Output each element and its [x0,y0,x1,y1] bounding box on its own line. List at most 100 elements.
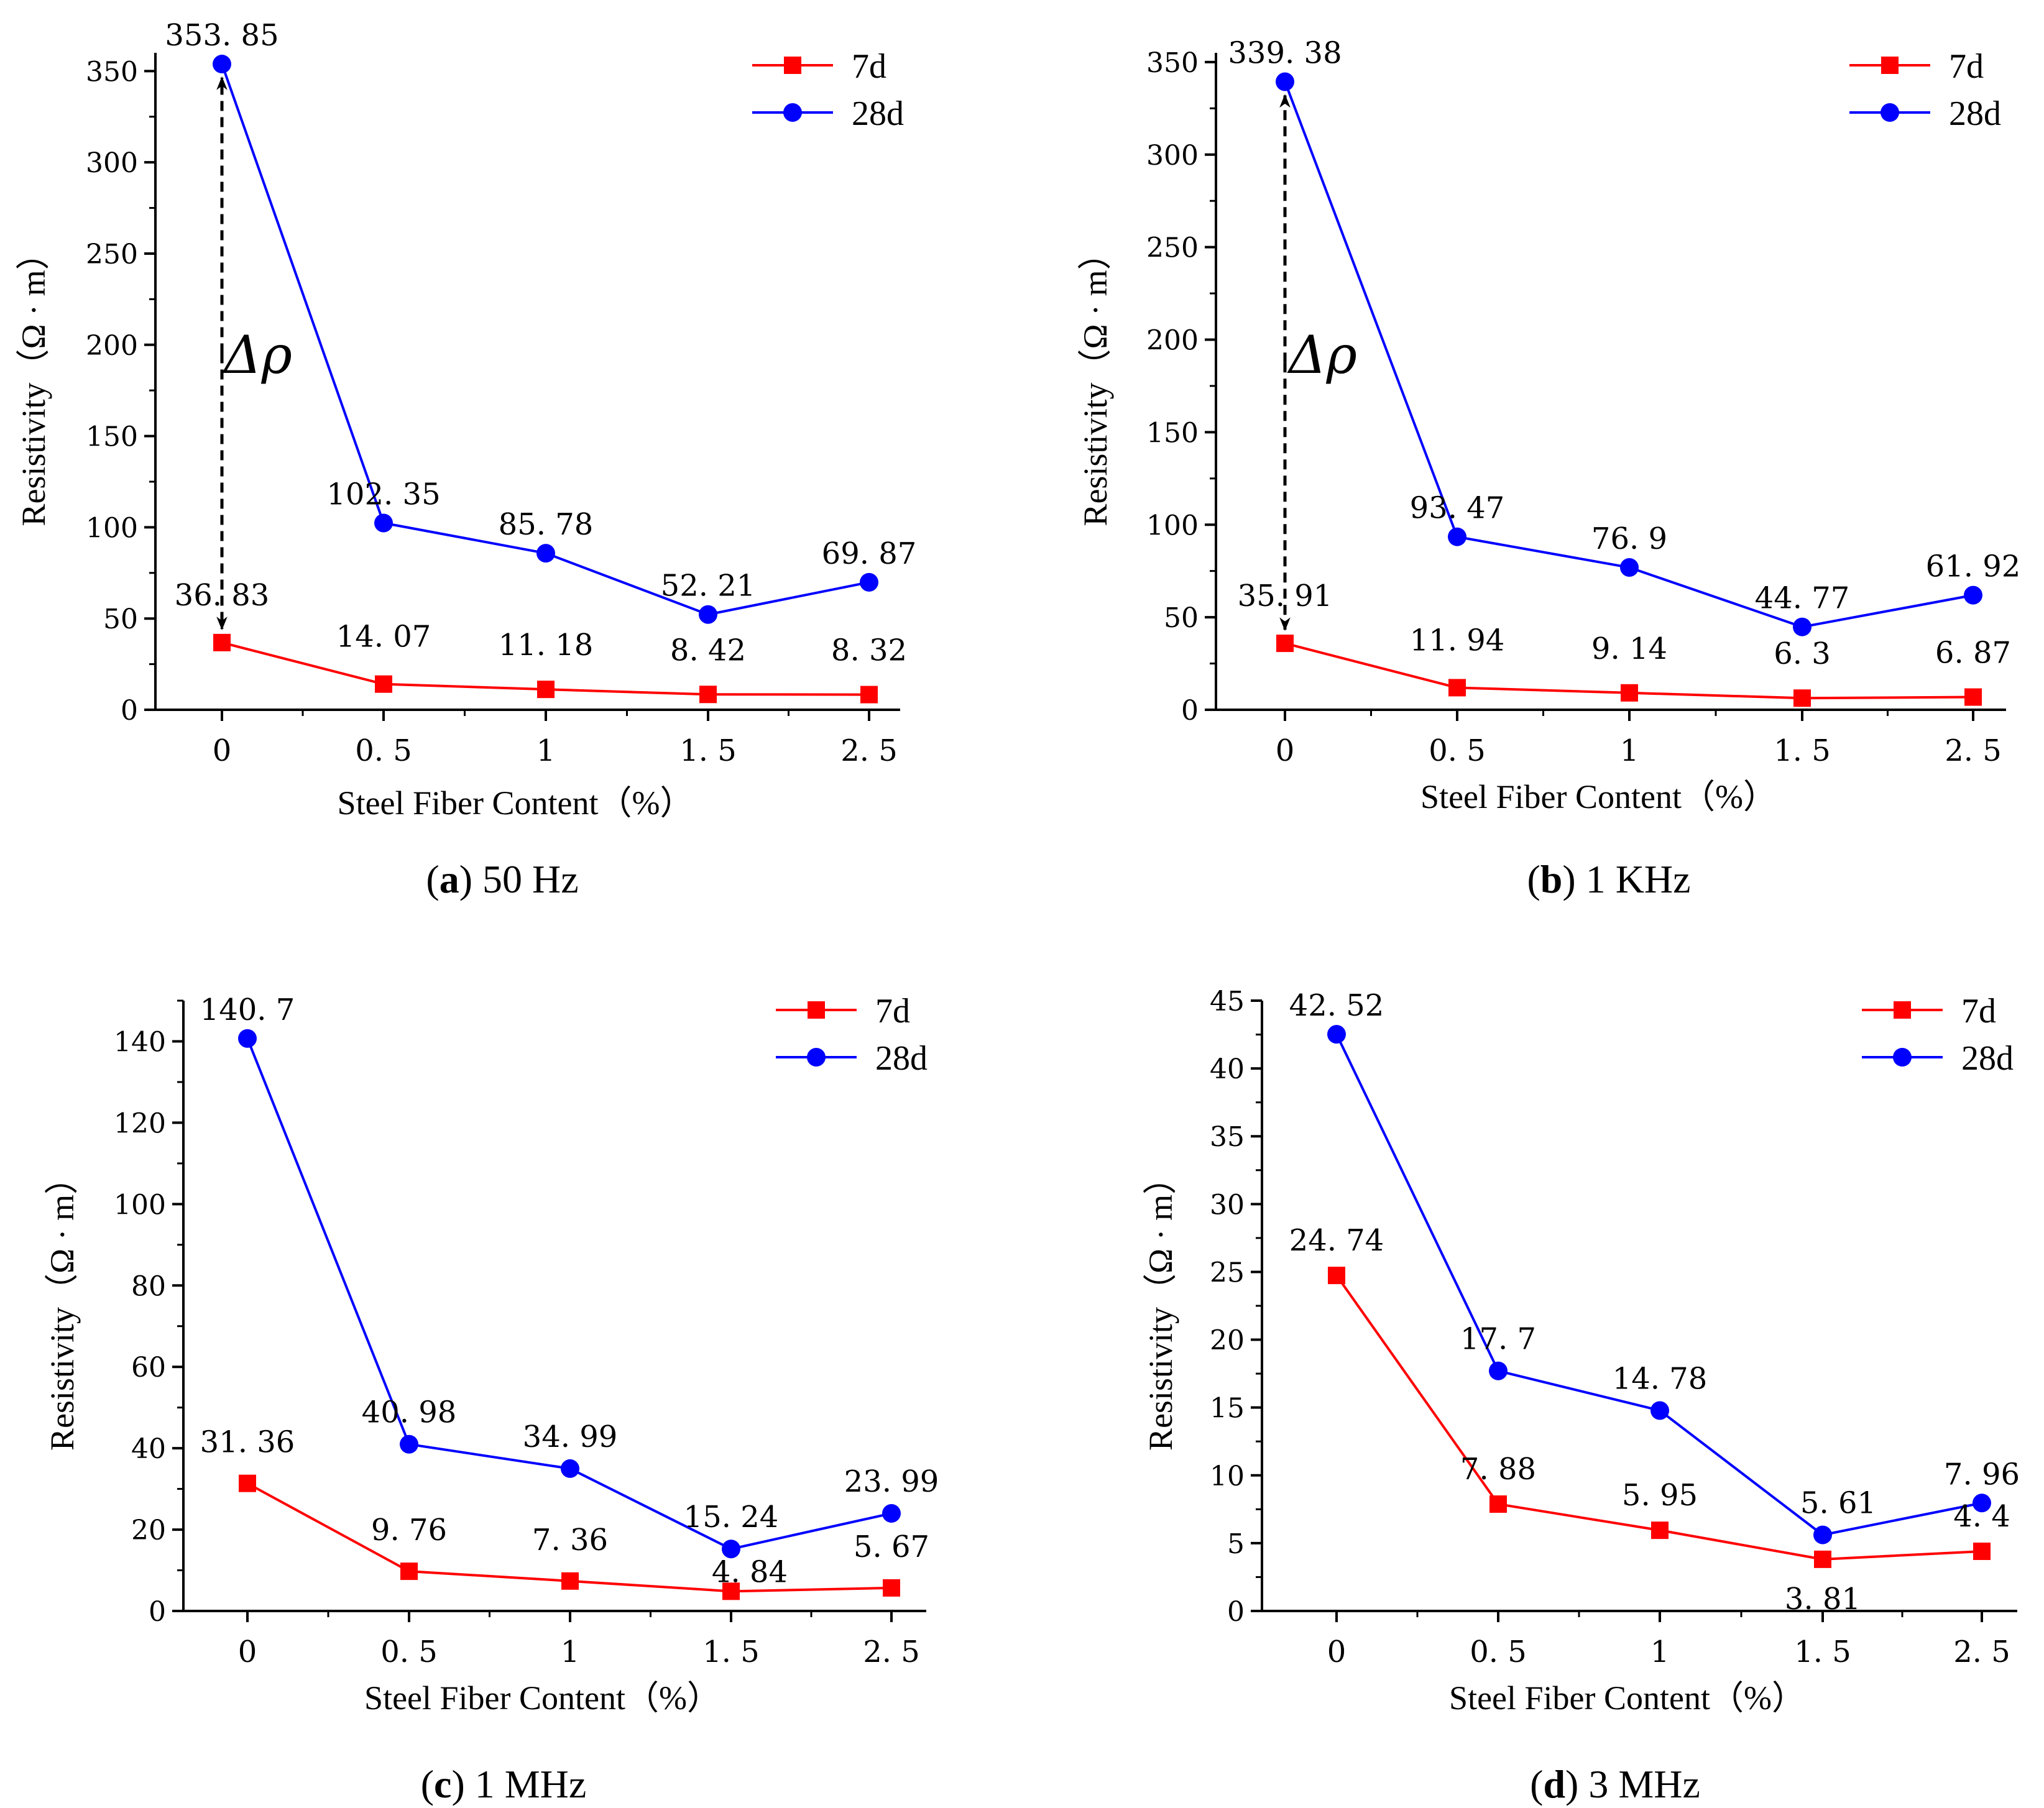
data-point-7d [1793,689,1811,707]
x-tick-label: 0 [1327,1635,1347,1669]
data-label-7d: 4. 84 [712,1554,788,1589]
y-axis-title: Resistivity（Ω · m） [1077,236,1114,526]
data-point-28d [1650,1401,1669,1420]
data-label-7d: 35. 91 [1238,579,1333,613]
legend-label-28d: 28d [852,94,904,133]
x-tick-label: 0. 5 [1429,733,1486,768]
chart-panel-c: 0 20 40 60 80 100 120 140 0 0. 5 1 1. 5 2. 5 Steel Fi… [44,992,939,1806]
data-point-7d [1973,1542,1991,1560]
x-tick-label: 2. 5 [840,733,898,768]
legend-label-28d: 28d [1949,94,2001,133]
data-label-7d: 6. 87 [1935,636,2011,671]
panel-caption: (a) 50 Hz [426,857,578,901]
y-tick-label: 20 [131,1515,166,1546]
x-tick-label: 0. 5 [355,733,412,768]
x-tick-label: 2. 5 [1945,733,2002,768]
y-tick-label: 100 [86,512,138,544]
data-label-28d: 339. 38 [1228,36,1342,71]
data-label-7d: 24. 74 [1289,1223,1384,1258]
x-tick-label: 1 [1620,733,1639,768]
data-point-28d [213,55,231,74]
chart-panel-a: 0 50 100 150 200 250 300 350 0 0. 5 1 1. 5 2. 5 Steel… [15,18,916,901]
x-tick-label: 1 [1650,1635,1670,1669]
y-tick-label: 20 [1210,1325,1245,1357]
data-point-7d [883,1579,900,1597]
x-axis-title: Steel Fiber Content（%） [1420,778,1777,815]
data-point-7d [239,1474,256,1492]
data-label-7d: 3. 81 [1785,1582,1861,1617]
data-label-28d: 23. 99 [844,1464,939,1499]
y-tick-label: 350 [1146,47,1199,79]
y-tick-label: 40 [131,1433,166,1465]
legend-label-28d: 28d [875,1039,928,1078]
data-point-28d [400,1434,418,1454]
caption-text: 3 MHz [1588,1762,1700,1806]
data-point-28d [882,1503,901,1523]
y-tick-label: 0 [121,695,138,727]
data-point-28d [722,1540,740,1559]
data-label-28d: 85. 78 [499,507,594,542]
data-point-28d [1964,585,1982,605]
data-point-7d [213,633,231,651]
data-label-28d: 17. 7 [1460,1322,1536,1357]
data-label-7d: 14. 07 [336,620,431,654]
data-point-7d [1489,1495,1507,1513]
data-point-7d [537,681,555,699]
caption-letter: a [440,857,459,901]
panel-caption: (d) 3 MHz [1530,1762,1700,1806]
x-axis-title: Steel Fiber Content（%） [1449,1679,1805,1717]
x-tick-label: 1 [561,1635,580,1669]
data-point-28d [1448,527,1466,546]
data-label-7d: 7. 36 [532,1523,608,1558]
y-tick-label: 250 [1146,232,1199,264]
panel-caption: (c) 1 MHz [421,1762,587,1806]
x-tick-label: 0 [1276,733,1295,768]
caption-paren-close: ) [1562,857,1585,901]
chart-panel-b: 0 50 100 150 200 250 300 350 0 0. 5 1 1. 5 2. 5 Steel… [1077,36,2020,901]
y-tick-label: 50 [1164,602,1199,634]
y-tick-label: 25 [1210,1257,1245,1288]
data-point-28d [1489,1361,1508,1380]
legend-marker-28d [783,103,802,122]
data-point-7d [1651,1521,1669,1540]
caption-paren-close: ) [1565,1762,1588,1806]
y-tick-label: 50 [103,603,138,635]
y-tick-label: 0 [1181,695,1199,727]
y-tick-label: 150 [86,421,138,453]
legend-marker-7d [1894,1001,1911,1019]
data-label-28d: 353. 85 [165,18,279,53]
y-tick-label: 40 [1210,1053,1245,1085]
y-tick-label: 300 [1146,140,1199,172]
data-label-28d: 52. 21 [661,569,756,603]
y-tick-label: 45 [1210,986,1245,1017]
data-point-7d [1621,684,1638,702]
data-point-7d [561,1572,579,1590]
data-point-7d [860,686,878,704]
data-label-28d: 44. 77 [1755,581,1850,616]
caption-text: 1 KHz [1586,857,1691,901]
legend-label-7d: 7d [1949,47,1984,86]
legend-marker-28d [1881,103,1899,122]
data-point-28d [1793,617,1812,636]
caption-letter: b [1540,857,1563,901]
y-tick-label: 0 [149,1596,166,1628]
y-tick-label: 10 [1210,1461,1245,1492]
data-label-7d: 11. 18 [499,628,594,663]
data-point-28d [1813,1525,1832,1544]
x-tick-label: 0. 5 [1470,1635,1527,1669]
x-tick-label: 1. 5 [679,733,737,768]
data-point-7d [375,675,392,693]
legend-label-7d: 7d [875,992,910,1030]
data-point-28d [1620,558,1639,577]
y-tick-label: 100 [1146,510,1199,541]
caption-paren-open: ( [1527,857,1540,901]
y-tick-label: 100 [114,1189,166,1221]
y-tick-label: 15 [1210,1393,1245,1425]
y-tick-label: 200 [86,330,138,362]
y-tick-label: 150 [1146,417,1199,449]
data-point-28d [536,544,555,563]
data-label-7d: 31. 36 [200,1425,295,1460]
caption-paren-open: ( [421,1762,434,1806]
